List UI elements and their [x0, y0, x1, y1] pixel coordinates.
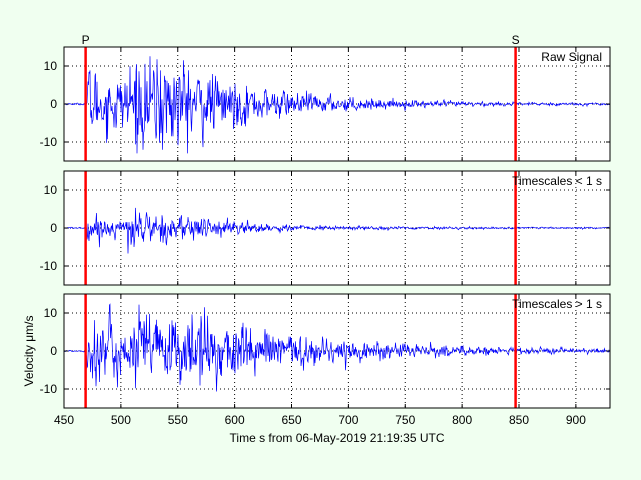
- panel-3: -10 0 10 Timescales > 1 s: [40, 293, 611, 409]
- waveform-line: [64, 207, 610, 254]
- y-tick-label: 0: [50, 97, 57, 111]
- y-tick-label: 10: [44, 59, 58, 73]
- panel-1: -10 0 10 Raw Signal: [40, 46, 611, 162]
- y-tick-label: 0: [50, 221, 57, 235]
- panel-2: -10 0 10 Timescales < 1 s: [40, 170, 611, 286]
- x-tick-label: 850: [509, 413, 529, 427]
- x-tick-labels: 450 500 550 600 650 700 750 800 850 900: [54, 413, 586, 427]
- panel-title: Timescales < 1 s: [512, 174, 602, 188]
- panel-title: Timescales > 1 s: [512, 297, 602, 311]
- y-tick-label: -10: [40, 259, 58, 273]
- x-tick-label: 700: [338, 413, 358, 427]
- y-tick-label: 10: [44, 306, 58, 320]
- x-tick-label: 500: [111, 413, 131, 427]
- x-tick-label: 600: [225, 413, 245, 427]
- y-tick-label: -10: [40, 382, 58, 396]
- x-tick-label: 550: [168, 413, 188, 427]
- x-tick-label: 900: [566, 413, 586, 427]
- waveform-line: [64, 303, 610, 392]
- y-tick-label: 0: [50, 344, 57, 358]
- phase-label-p: P: [82, 33, 90, 47]
- x-tick-label: 650: [281, 413, 301, 427]
- x-tick-label: 800: [452, 413, 472, 427]
- y-axis-label: Velocity μm/s: [22, 316, 36, 387]
- waveform-line: [64, 56, 610, 154]
- x-tick-label: 750: [395, 413, 415, 427]
- x-axis-label: Time s from 06-May-2019 21:19:35 UTC: [230, 431, 445, 445]
- x-tick-label: 450: [54, 413, 74, 427]
- y-tick-label: 10: [44, 183, 58, 197]
- phase-label-s: S: [512, 33, 520, 47]
- panel-title: Raw Signal: [541, 50, 602, 64]
- y-tick-label: -10: [40, 135, 58, 149]
